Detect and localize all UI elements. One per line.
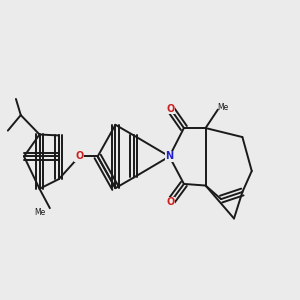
Text: N: N [165, 152, 173, 161]
Text: O: O [166, 103, 175, 114]
Text: Me: Me [34, 208, 46, 217]
Text: O: O [75, 152, 83, 161]
Text: Me: Me [217, 103, 228, 112]
Text: O: O [166, 197, 175, 207]
